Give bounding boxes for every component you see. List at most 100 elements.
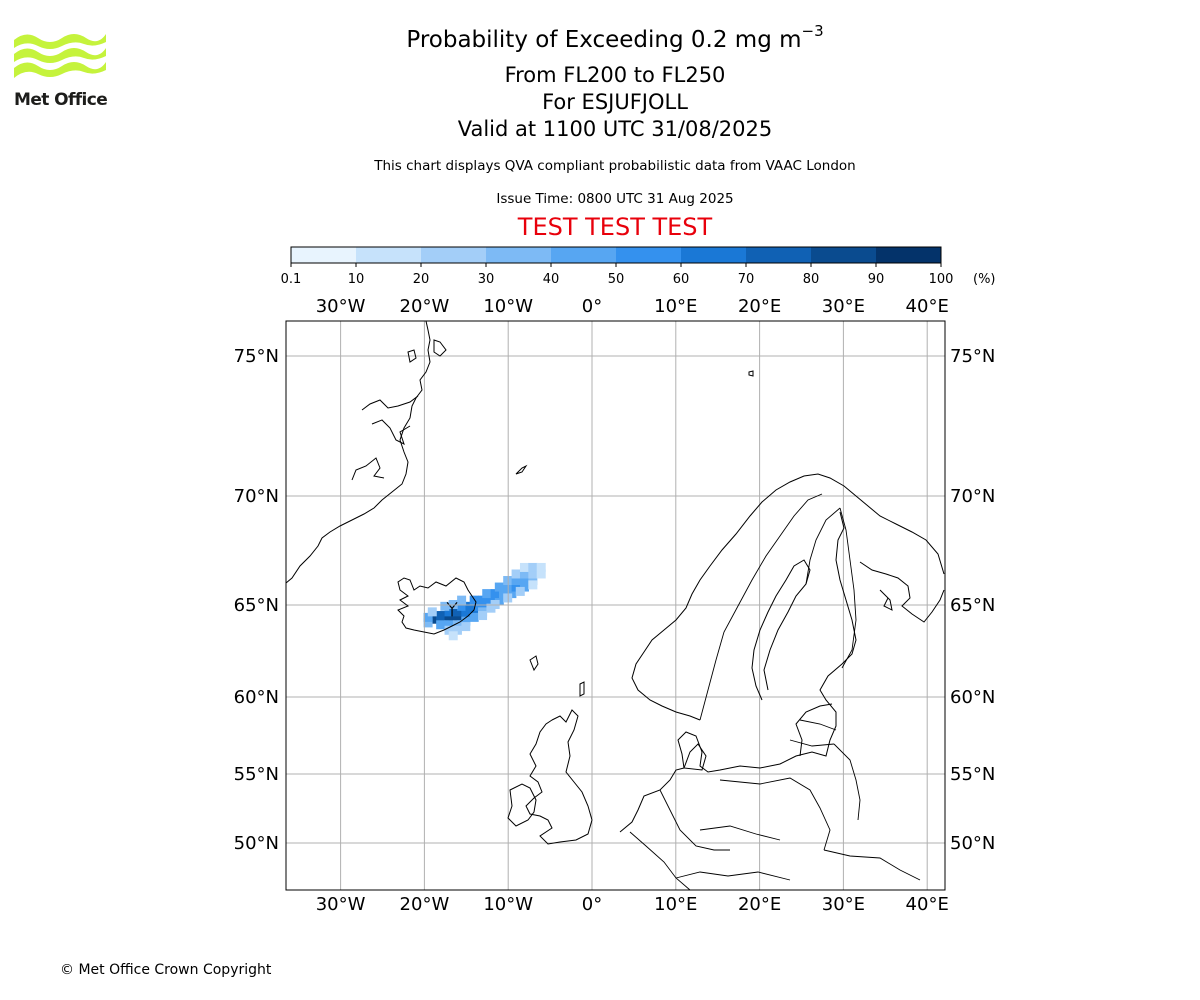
colorbar-bin <box>551 247 617 263</box>
latitude-label-left: 50°N <box>234 833 279 854</box>
plume-cell <box>465 601 475 611</box>
plume-cell <box>436 611 446 621</box>
poland-border <box>719 777 831 851</box>
map-frame <box>285 320 946 891</box>
greenland-north <box>407 349 417 363</box>
plume-cell <box>461 607 471 617</box>
latitude-label-right: 60°N <box>950 687 995 708</box>
greenland-tip <box>433 339 447 357</box>
chart-title: Probability of Exceeding 0.2 mg m−3 <box>0 24 1200 53</box>
latitude-labels-right: 75°N 70°N 65°N 60°N 55°N 50°N <box>950 346 995 854</box>
latitude-label-right: 75°N <box>950 346 995 367</box>
plume-cell <box>528 562 538 572</box>
plume-cell <box>511 576 521 586</box>
norway-coast <box>631 473 945 721</box>
plume-cell <box>519 569 529 579</box>
longitude-label-top: 0° <box>582 296 602 317</box>
met-office-logo-text: Met Office <box>14 90 108 110</box>
chart-title-text: Probability of Exceeding 0.2 mg m <box>406 27 802 53</box>
volcano-marker <box>446 601 458 617</box>
plume-cell <box>448 631 458 641</box>
colorbar-tick-label: 50 <box>608 272 625 287</box>
flight-level-range: From FL200 to FL250 <box>504 63 726 87</box>
coastlines <box>286 321 945 845</box>
country-borders <box>629 493 921 890</box>
plume-cell <box>519 576 529 586</box>
colorbar-tick-label: 90 <box>868 272 885 287</box>
latitude-label-left: 65°N <box>234 595 279 616</box>
denmark-coast <box>683 743 707 771</box>
greenland-fjord-2 <box>371 419 411 445</box>
plume-cell <box>490 589 500 599</box>
colorbar-bin <box>746 247 812 263</box>
plume-cell <box>457 595 467 605</box>
ireland-coast <box>507 783 537 827</box>
colorbar-tick-label: 0.1 <box>281 272 302 287</box>
plume-cell <box>444 607 454 617</box>
plume-cell <box>478 611 488 621</box>
sweden-finland-border <box>805 507 841 585</box>
greenland-fjord-3 <box>361 395 419 411</box>
latitude-label-left: 55°N <box>234 764 279 785</box>
plume-cell <box>423 612 433 622</box>
czech-border <box>699 825 781 841</box>
colorbar-tick-label: 80 <box>803 272 820 287</box>
plume-cell <box>423 618 433 628</box>
longitude-label-top: 30°W <box>316 296 366 317</box>
longitude-label-bottom: 30°W <box>316 894 366 915</box>
longitude-labels-bottom: 30°W 20°W 10°W 0° 10°E 20°E 30°E 40°E <box>316 894 949 915</box>
greenland-fjord-1 <box>351 457 385 481</box>
plume-cell <box>469 612 479 622</box>
plume-cell <box>528 569 538 579</box>
ash-probability-plume <box>423 562 546 641</box>
greenland-coast <box>286 321 431 584</box>
plume-cell <box>536 562 546 572</box>
longitude-label-top: 10°E <box>654 296 697 317</box>
latitude-label-left: 75°N <box>234 346 279 367</box>
latitude-labels-left: 75°N 70°N 65°N 60°N 55°N 50°N <box>234 346 279 854</box>
latitude-label-left: 70°N <box>234 486 279 507</box>
longitude-label-bottom: 10°W <box>483 894 533 915</box>
volcano-name: For ESJUFJOLL <box>542 90 688 114</box>
longitude-label-top: 10°W <box>483 296 533 317</box>
kola-peninsula <box>859 561 945 623</box>
ukraine-border <box>823 849 921 881</box>
plume-cell <box>511 569 521 579</box>
shetland-islands <box>579 681 585 697</box>
colorbar-bin <box>421 247 487 263</box>
valid-time: Valid at 1100 UTC 31/08/2025 <box>457 117 773 141</box>
met-office-logo: Met Office <box>14 30 110 114</box>
plume-cell <box>440 601 450 611</box>
alps-border <box>675 871 791 881</box>
colorbar-unit: (%) <box>973 272 996 287</box>
plume-cell <box>452 625 462 635</box>
plume-cell <box>444 620 454 630</box>
latitude-label-right: 50°N <box>950 833 995 854</box>
colorbar-bin <box>681 247 747 263</box>
jan-mayen-island <box>515 464 528 475</box>
longitude-label-top: 20°E <box>738 296 781 317</box>
bear-island <box>748 370 754 377</box>
colorbar-bin <box>291 247 357 263</box>
plume-cell <box>457 601 467 611</box>
plume-cell <box>461 622 471 632</box>
colorbar-bin <box>356 247 422 263</box>
longitude-label-top: 30°E <box>822 296 865 317</box>
map-panel <box>285 320 946 891</box>
plume-cell <box>519 562 529 572</box>
longitude-label-bottom: 20°W <box>400 894 450 915</box>
test-banner: TEST TEST TEST <box>517 213 713 241</box>
colorbar-bin <box>486 247 552 263</box>
plume-cell <box>427 607 437 617</box>
colorbar: 0.1 10 20 30 40 50 60 70 80 90 100 (%) <box>281 246 996 287</box>
baltic-coast <box>795 703 833 757</box>
longitude-label-top: 40°E <box>906 296 949 317</box>
longitude-label-bottom: 0° <box>582 894 602 915</box>
colorbar-tick-label: 60 <box>673 272 690 287</box>
plume-cell <box>515 586 525 596</box>
latitude-label-left: 60°N <box>234 687 279 708</box>
faroe-islands <box>529 655 539 672</box>
finland-russia-border <box>839 507 857 669</box>
chart-title-superscript: −3 <box>801 22 824 41</box>
